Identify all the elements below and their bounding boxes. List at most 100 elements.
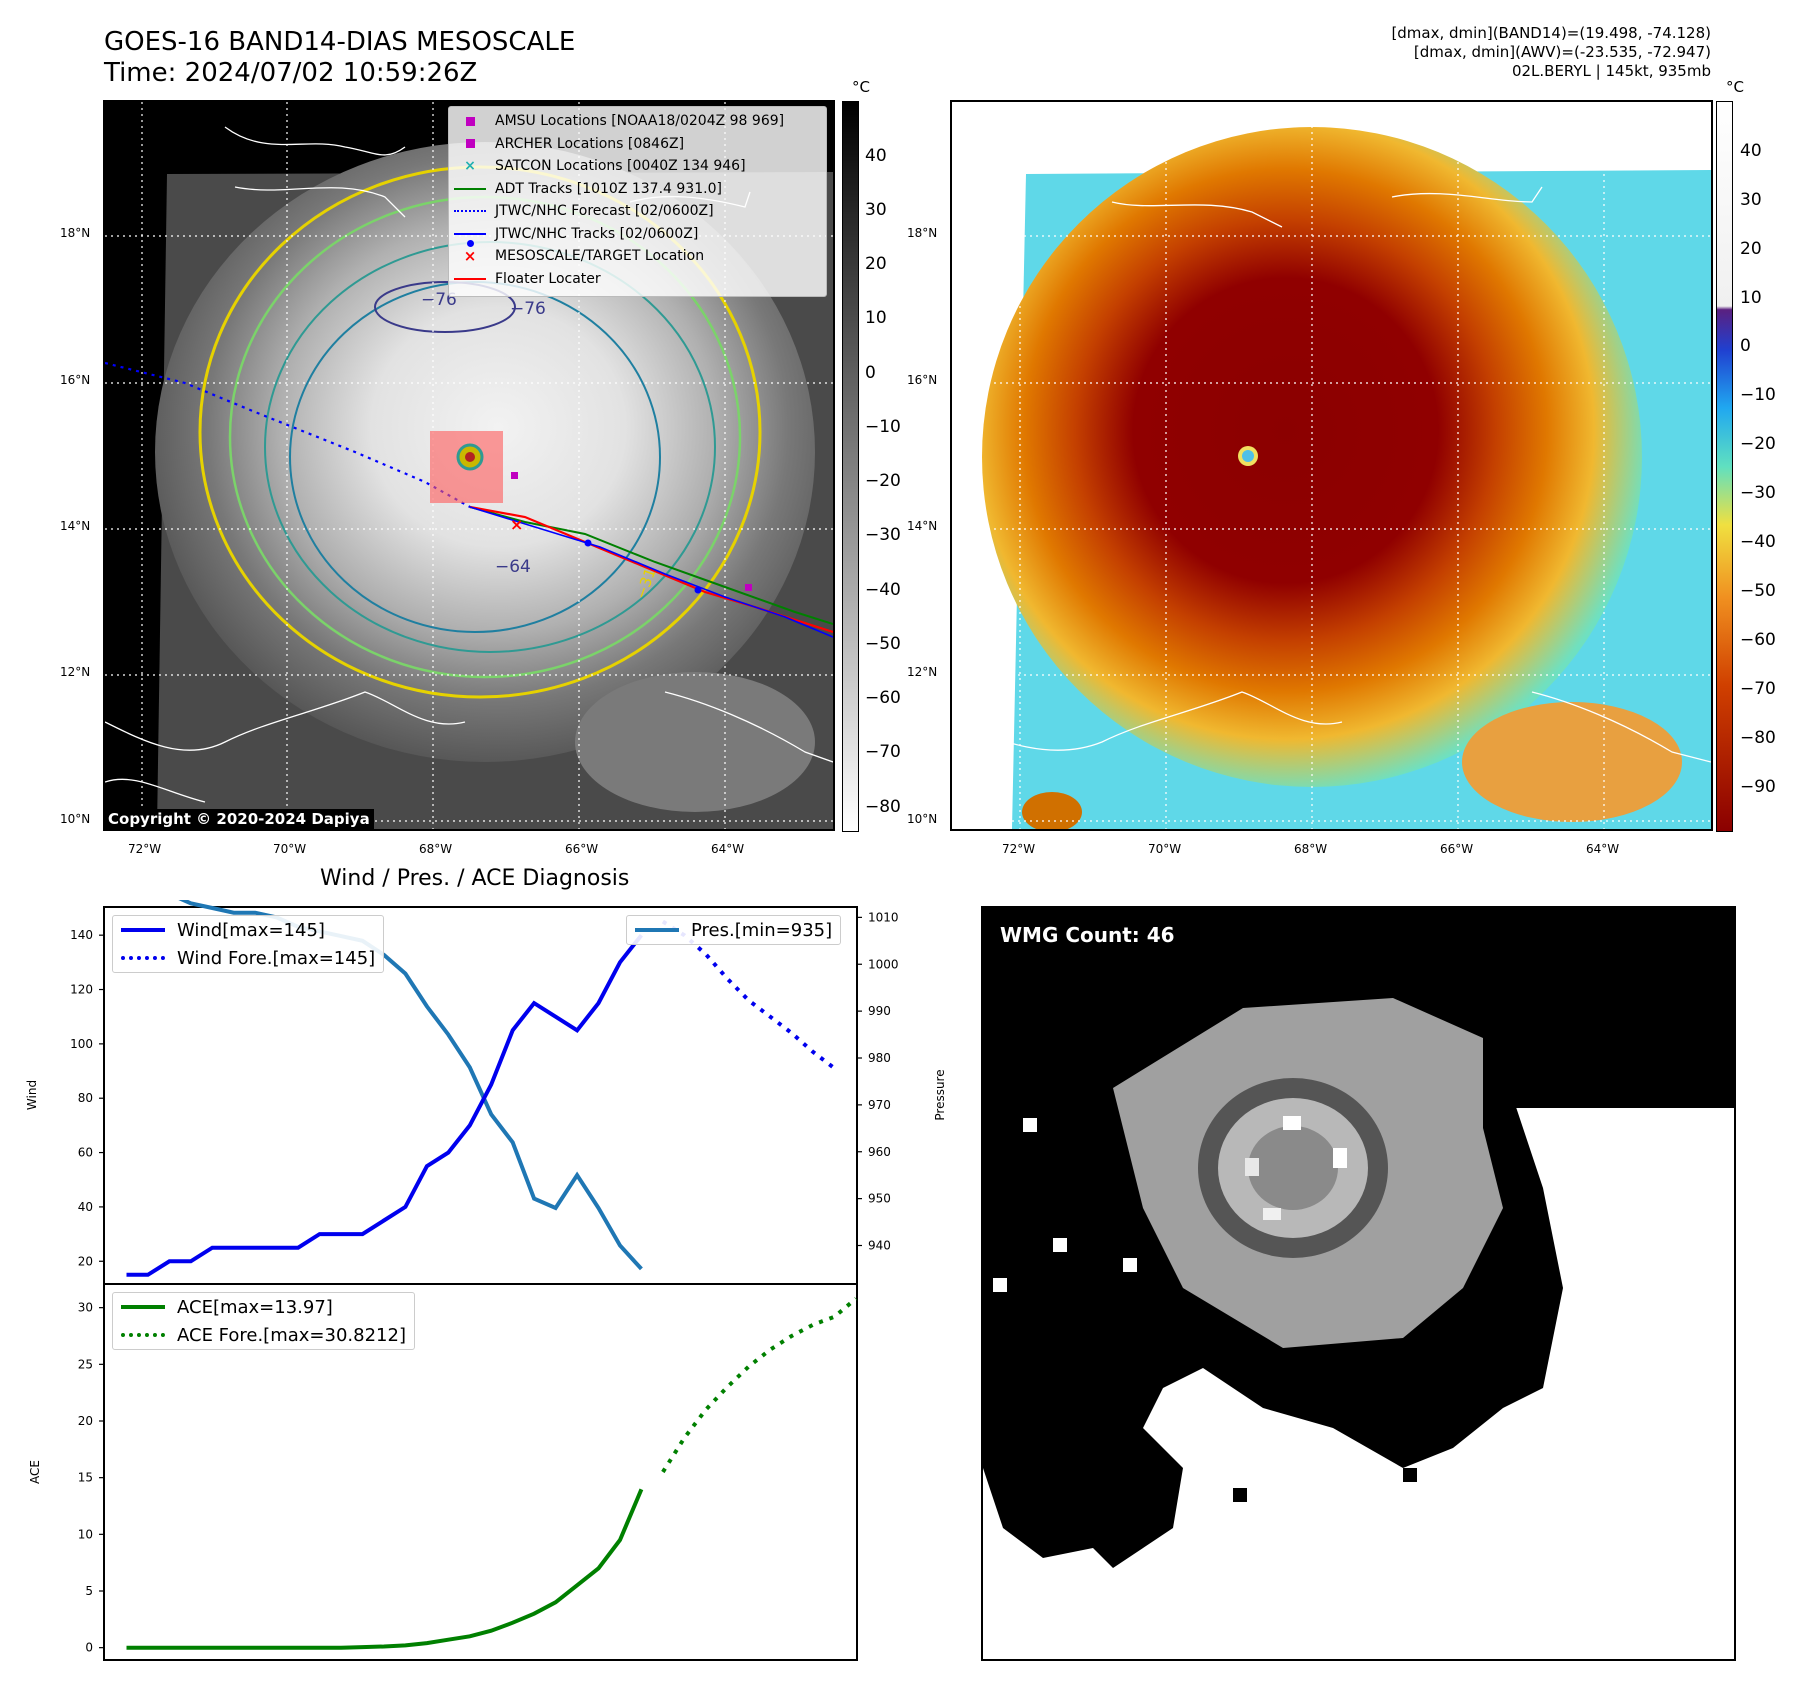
legend-item-adt: ADT Tracks [1010Z 137.4 931.0] xyxy=(453,178,826,201)
legend-solid-line-icon xyxy=(121,1305,165,1309)
colorbar-tick: 0 xyxy=(1740,336,1751,356)
colorbar-tick: −30 xyxy=(865,525,901,545)
colorbar-tick: −50 xyxy=(865,634,901,654)
colorbar-tick: 20 xyxy=(1740,239,1762,259)
wind-axis-tick-label: 120 xyxy=(70,983,93,997)
lat-label: 10°N xyxy=(907,812,938,826)
wind-axis-tick-label: 80 xyxy=(78,1091,93,1105)
pressure-axis-tick-label: 990 xyxy=(868,1004,891,1018)
colorbar-tick: −30 xyxy=(1740,483,1776,503)
colorbar-tick: −50 xyxy=(1740,581,1776,601)
lat-label: 10°N xyxy=(60,812,91,826)
colorbar-tick: −60 xyxy=(1740,630,1776,650)
legend-pressure: Pres.[min=935] xyxy=(627,916,840,944)
colorbar-tick: −70 xyxy=(1740,679,1776,699)
colorbar-tick: 20 xyxy=(865,254,887,274)
wind-axis-tick-label: 140 xyxy=(70,928,93,942)
colorbar-tick: 40 xyxy=(1740,141,1762,161)
legend-item-floater: Floater Locater xyxy=(453,268,826,291)
lat-label: 16°N xyxy=(907,373,938,387)
legend-item-archer: ARCHER Locations [0846Z] xyxy=(453,133,826,156)
wind-axis-tick-label: 60 xyxy=(78,1146,93,1160)
wind-axis-tick-label: 20 xyxy=(78,1254,93,1268)
ace-axis-tick-label: 20 xyxy=(78,1414,93,1428)
left-colorbar xyxy=(842,101,859,832)
legend-item-satcon: × SATCON Locations [0040Z 134 946] xyxy=(453,155,826,178)
left-colorbar-unit: °C xyxy=(852,78,870,96)
contour-label-2: −76 xyxy=(510,299,546,319)
lon-label: 72°W xyxy=(1002,842,1036,856)
colorbar-tick: −40 xyxy=(1740,532,1776,552)
lat-label: 18°N xyxy=(60,226,91,240)
colorbar-tick: −70 xyxy=(865,742,901,762)
lon-label: 66°W xyxy=(1440,842,1474,856)
legend-dotted-line-icon xyxy=(121,1333,165,1337)
pressure-axis-tick-label: 1000 xyxy=(868,957,899,971)
pressure-legend: Pres.[min=935] xyxy=(626,915,842,945)
lon-label: 64°W xyxy=(1586,842,1620,856)
colorbar-tick: 10 xyxy=(1740,288,1762,308)
legend-wind-forecast: Wind Fore.[max=145] xyxy=(113,944,383,972)
info-line1: [dmax, dmin](BAND14)=(19.498, -74.128) xyxy=(1391,24,1711,42)
legend-line-icon xyxy=(453,277,487,280)
contour-label-1: −76 xyxy=(421,290,457,310)
pressure-axis-tick-label: 970 xyxy=(868,1098,891,1112)
figure-title-line1: GOES-16 BAND14-DIAS MESOSCALE xyxy=(104,27,576,57)
ace-series-line xyxy=(126,1488,644,1650)
legend-ace: ACE[max=13.97] xyxy=(113,1293,414,1321)
pressure-axis-tick-label: 940 xyxy=(868,1239,891,1253)
legend-x-icon: × xyxy=(464,158,476,175)
legend-item-mesoscale: × MESOSCALE/TARGET Location xyxy=(453,245,826,268)
ace-legend: ACE[max=13.97] ACE Fore.[max=30.8212] xyxy=(112,1292,415,1350)
colorbar-tick: −10 xyxy=(1740,385,1776,405)
ace-axis-tick-label: 15 xyxy=(78,1471,93,1485)
diagnosis-plot-area: 2040608010012014094095096097098099010001… xyxy=(70,900,899,1655)
colorbar-tick: 40 xyxy=(865,146,887,166)
legend-square-icon xyxy=(453,116,487,126)
colorbar-tick: −10 xyxy=(865,417,901,437)
colorbar-tick: −20 xyxy=(865,471,901,491)
pressure-axis-tick-label: 1010 xyxy=(868,910,899,924)
ace-forecast-series-line xyxy=(661,1297,858,1474)
right-map-panel xyxy=(950,100,1713,831)
ace-axis-tick-label: 0 xyxy=(85,1641,93,1655)
ace-axis-tick-label: 30 xyxy=(78,1301,93,1315)
wmg-image xyxy=(983,908,1734,1568)
pressure-axis-tick-label: 960 xyxy=(868,1145,891,1159)
adt-track xyxy=(469,506,833,625)
archer-location-marker xyxy=(511,472,518,479)
jtwc-track xyxy=(469,506,833,638)
colorbar-tick: −80 xyxy=(1740,728,1776,748)
lat-label: 18°N xyxy=(907,226,938,240)
copyright-label: Copyright © 2020-2024 Dapiya xyxy=(104,809,374,829)
left-map-legend: AMSU Locations [NOAA18/0204Z 98 969] ARC… xyxy=(448,106,827,297)
info-line2: [dmax, dmin](AWV)=(-23.535, -72.947) xyxy=(1413,43,1711,61)
colorbar-tick: −20 xyxy=(1740,434,1776,454)
colorbar-tick: −80 xyxy=(865,797,901,817)
legend-item-forecast: JTWC/NHC Forecast [02/0600Z] xyxy=(453,200,826,223)
ace-axis-tick-label: 5 xyxy=(85,1584,93,1598)
jtwc-track-point xyxy=(694,586,702,594)
legend-square-icon xyxy=(453,139,487,149)
jtwc-track-point xyxy=(584,539,592,547)
legend-item-jtwc-tracks: JTWC/NHC Tracks [02/0600Z] xyxy=(453,223,826,247)
right-map-gridlines xyxy=(952,102,1711,829)
legend-wind: Wind[max=145] xyxy=(113,916,383,944)
left-map-coastlines xyxy=(105,126,833,803)
left-colorbar-ticks: 40 30 20 10 0 −10 −20 −30 −40 −50 −60 −7… xyxy=(865,100,925,830)
amsu-location-marker xyxy=(745,584,752,591)
wmg-panel xyxy=(981,906,1736,1661)
ace-axis-tick-label: 25 xyxy=(78,1357,93,1371)
legend-dotted-line-icon xyxy=(121,956,165,960)
legend-line-icon xyxy=(453,187,487,190)
right-colorbar-ticks: 40 30 20 10 0 −10 −20 −30 −40 −50 −60 −7… xyxy=(1740,100,1797,830)
right-colorbar-unit: °C xyxy=(1726,78,1744,96)
wind-legend: Wind[max=145] Wind Fore.[max=145] xyxy=(112,915,385,973)
legend-x-icon: × xyxy=(463,247,477,266)
colorbar-tick: 30 xyxy=(865,200,887,220)
colorbar-tick: 30 xyxy=(1740,190,1762,210)
lon-label: 64°W xyxy=(711,842,745,856)
colorbar-tick: −60 xyxy=(865,688,901,708)
wmg-count-label: WMG Count: 46 xyxy=(1000,923,1175,947)
right-map-image xyxy=(952,102,1711,829)
